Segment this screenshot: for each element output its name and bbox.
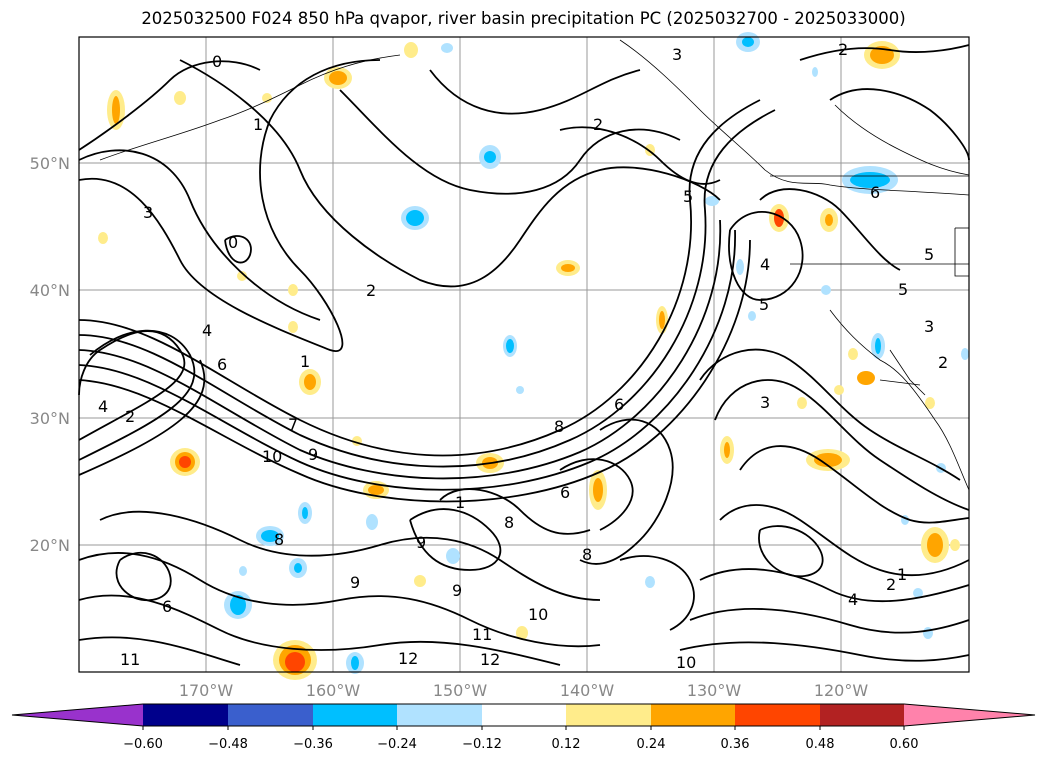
colorbar-tick-label: 0.36 [721,737,750,752]
colorbar-tick-label: −0.12 [462,737,502,752]
latitude-labels: 50°N 40°N 30°N 20°N [30,154,70,555]
contour-label: 12 [398,649,418,668]
contour-label: 4 [848,590,858,609]
contour-label: 10 [262,447,282,466]
lat-label-30: 30°N [30,409,70,428]
contour-label: 2 [886,575,896,594]
contour-label: 1 [897,565,907,584]
contour-label: 3 [924,317,934,336]
contour-label: 8 [582,545,592,564]
colorbar-bin [566,704,651,726]
contour-label: 8 [504,513,514,532]
contour-label: 6 [560,483,570,502]
contour-label: 4 [760,255,770,274]
contour-label: 5 [924,245,934,264]
colorbar-tick-label: 0.60 [890,737,919,752]
lon-label-140: 140°W [560,681,615,700]
contour-label: 11 [472,625,492,644]
colorbar-tick-label: 0.24 [637,737,666,752]
colorbar-tick-label: −0.24 [377,737,417,752]
contour-labels: 0 0 1 1 2 2 2 2 2 2 3 3 3 3 4 4 4 4 5 5 … [98,40,948,672]
contour-label: 8 [274,530,284,549]
contour-label: 2 [838,40,848,59]
colorbar-right-extend [904,704,1035,726]
contour-label: 0 [212,52,222,71]
lon-label-120: 120°W [814,681,869,700]
contour-label: 9 [308,445,318,464]
colorbar-bin [313,704,397,726]
precip-shading [98,32,969,680]
contour-label: 4 [202,321,212,340]
colorbar-bin [143,704,228,726]
contour-label: 6 [162,597,172,616]
contour-label: 6 [217,355,227,374]
contour-label: 1 [300,352,310,371]
colorbar-tick-label: 0.48 [806,737,835,752]
contour-label: 9 [416,533,426,552]
contour-label: 3 [143,203,153,222]
colorbar-bin [735,704,820,726]
contour-label: 7 [288,415,298,434]
contour-lines [78,44,970,666]
colorbar-bin [651,704,735,726]
contour-label: 5 [759,295,769,314]
map-plot: 0 0 1 1 2 2 2 2 2 2 3 3 3 3 4 4 4 4 5 5 … [78,32,970,680]
contour-label: 2 [125,407,135,426]
contour-label: 9 [452,581,462,600]
contour-label: 10 [528,605,548,624]
colorbar: −0.60 −0.48 −0.36 −0.24 −0.12 0.12 0.24 … [11,703,1036,752]
map-frame [78,36,970,673]
contour-label: 2 [938,353,948,372]
contour-label: 2 [593,115,603,134]
contour-label: 1 [455,493,465,512]
contour-label: 12 [480,650,500,669]
contour-label: 0 [228,233,238,252]
lat-label-20: 20°N [30,536,70,555]
contour-label: 5 [683,187,693,206]
longitude-labels: 170°W 160°W 150°W 140°W 130°W 120°W [179,681,869,700]
contour-label: 6 [614,395,624,414]
contour-label: 4 [98,397,108,416]
colorbar-tick-label: −0.36 [293,737,333,752]
colorbar-bin [820,704,904,726]
contour-label: 1 [253,115,263,134]
contour-label: 6 [870,183,880,202]
contour-label: 8 [554,417,564,436]
graticule [79,37,969,672]
contour-label: 10 [676,653,696,672]
lon-label-160: 160°W [306,681,361,700]
lat-label-40: 40°N [30,281,70,300]
contour-label: 5 [898,280,908,299]
lon-label-150: 150°W [433,681,488,700]
colorbar-tick-label: 0.12 [552,737,581,752]
colorbar-tick-label: −0.48 [208,737,248,752]
colorbar-left-extend [12,704,143,726]
colorbar-tick-label: −0.60 [123,737,163,752]
contour-label: 9 [350,573,360,592]
lon-label-130: 130°W [687,681,742,700]
colorbar-bin [482,704,566,726]
map-title: 2025032500 F024 850 hPa qvapor, river ba… [141,9,906,28]
coastlines [99,39,970,491]
contour-label: 11 [120,650,140,669]
colorbar-bin [397,704,482,726]
lon-label-170: 170°W [179,681,234,700]
lat-label-50: 50°N [30,154,70,173]
contour-label: 2 [366,281,376,300]
colorbar-bin [228,704,313,726]
contour-label: 3 [672,45,682,64]
contour-label: 3 [760,393,770,412]
colorbar-ticks [142,726,905,730]
